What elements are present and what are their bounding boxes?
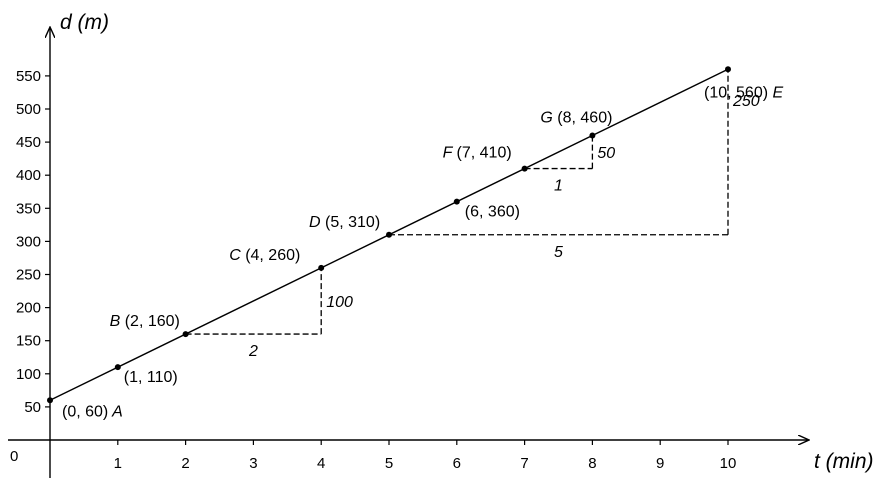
- point-coords: (10, 560): [704, 84, 768, 101]
- y-tick-label: 500: [16, 101, 41, 118]
- point-label: D (5, 310): [309, 214, 380, 231]
- point-label: F (7, 410): [443, 145, 512, 162]
- y-tick-label: 350: [16, 200, 41, 217]
- rise-label: 250: [732, 93, 760, 110]
- y-tick-label: 250: [16, 267, 41, 284]
- y-tick-label: 300: [16, 233, 41, 250]
- y-tick-label: 450: [16, 134, 41, 151]
- x-tick-label: 8: [588, 455, 596, 472]
- y-tick-label: 50: [24, 399, 41, 416]
- point-coords: (6, 360): [465, 204, 520, 221]
- rise-label: 50: [597, 145, 615, 162]
- data-point: [47, 397, 53, 404]
- point-letter: B: [110, 313, 125, 330]
- x-tick-label: 6: [453, 455, 461, 472]
- point-letter: D: [309, 214, 325, 231]
- x-axis-title: t (min): [814, 450, 874, 473]
- point-label: (0, 60) A: [62, 403, 123, 420]
- point-label: B (2, 160): [110, 313, 180, 330]
- data-point: [725, 66, 731, 73]
- point-coords: (4, 260): [245, 247, 300, 264]
- y-tick-label: 150: [16, 333, 41, 350]
- x-tick-label: 5: [385, 455, 393, 472]
- point-coords: (0, 60): [62, 403, 108, 420]
- y-tick-label: 200: [16, 300, 41, 317]
- y-tick-label: 550: [16, 68, 41, 85]
- data-point: [521, 165, 528, 172]
- point-label: (6, 360): [465, 204, 520, 221]
- data-point: [182, 331, 189, 338]
- data-point: [114, 364, 121, 371]
- run-label: 5: [554, 244, 563, 261]
- point-letter: F: [443, 145, 457, 162]
- origin-label: 0: [10, 448, 18, 465]
- point-letter: A: [108, 403, 123, 420]
- point-coords: (5, 310): [325, 214, 380, 231]
- y-tick-label: 400: [16, 167, 41, 184]
- data-point: [318, 264, 325, 271]
- x-tick-label: 3: [249, 455, 257, 472]
- point-coords: (7, 410): [457, 145, 512, 162]
- x-tick-label: 7: [520, 455, 528, 472]
- point-letter: E: [768, 84, 783, 101]
- point-label: (1, 110): [124, 369, 178, 386]
- x-tick-label: 2: [181, 455, 189, 472]
- x-tick-label: 9: [656, 455, 664, 472]
- x-tick-label: 1: [114, 455, 122, 472]
- data-point: [453, 198, 460, 205]
- rise-label: 100: [326, 294, 353, 311]
- x-tick-label: 4: [317, 455, 325, 472]
- y-tick-label: 100: [16, 366, 41, 383]
- point-letter: C: [229, 247, 245, 264]
- point-letter: G: [540, 109, 557, 126]
- data-point: [589, 132, 596, 139]
- data-point: [386, 231, 392, 238]
- point-coords: (8, 460): [557, 109, 612, 126]
- run-label: 1: [554, 178, 563, 195]
- run-label: 2: [248, 343, 258, 360]
- point-coords: (2, 160): [125, 313, 180, 330]
- y-axis-title: d (m): [60, 11, 109, 34]
- point-label: G (8, 460): [540, 109, 612, 126]
- x-tick-label: 10: [720, 455, 737, 472]
- point-coords: (1, 110): [124, 369, 178, 386]
- point-label: C (4, 260): [229, 247, 300, 264]
- point-label: (10, 560) E: [704, 84, 783, 101]
